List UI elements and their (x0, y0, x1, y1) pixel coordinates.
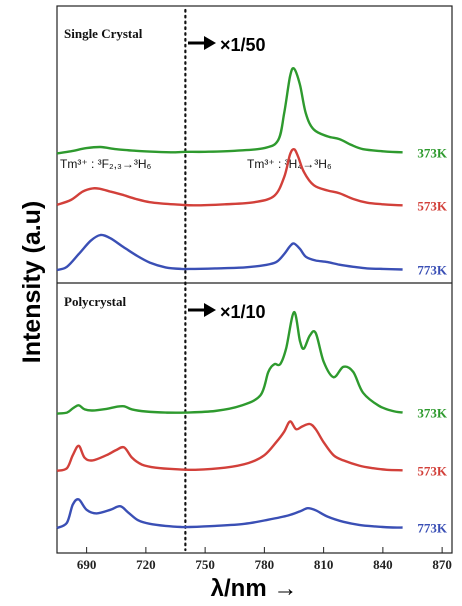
curves-polycrystal (56, 310, 403, 530)
panel-title-polycrystal: Polycrystal (64, 294, 126, 309)
x-tick-label: 690 (77, 557, 97, 572)
annotation-3F23-3H6: Tm³⁺ : ³F₂,₃→³H₆ (60, 157, 152, 171)
x-tick-label: 840 (373, 557, 393, 572)
scale-note-bottom: ×1/10 (220, 302, 266, 322)
series-label-573k: 573K (417, 198, 448, 213)
curves-single-crystal (56, 67, 403, 272)
series-labels-single-crystal: 373K 573K 773K (417, 145, 448, 277)
y-axis-title: Intensity (a.u) (18, 201, 46, 364)
series-line-373k (56, 310, 403, 415)
x-tick-label: 870 (432, 557, 452, 572)
series-label-373k: 373K (417, 145, 448, 160)
panel-title-single-crystal: Single Crystal (64, 26, 143, 41)
arrow-right-icon (204, 36, 216, 50)
x-tick-label: 750 (195, 557, 215, 572)
x-tick-label: 810 (314, 557, 334, 572)
annotation-3H4-3H6: Tm³⁺ : ³H₄→³H₆ (247, 157, 332, 171)
series-line-773k (56, 498, 403, 530)
arrow-right-icon (204, 303, 216, 317)
series-line-773k (56, 233, 403, 272)
scale-note-top: ×1/50 (220, 35, 266, 55)
series-label-573k: 573K (417, 463, 448, 478)
series-labels-polycrystal: 373K 573K 773K (417, 406, 448, 536)
x-axis-title: λ/nm → (211, 575, 298, 602)
scale-arrow-top (188, 36, 216, 50)
x-tick-label: 720 (136, 557, 156, 572)
plot-frame (56, 5, 453, 554)
x-tick-label: 780 (255, 557, 275, 572)
scale-arrow-bottom (188, 303, 216, 317)
series-label-773k: 773K (417, 521, 448, 536)
series-line-373k (56, 67, 403, 155)
x-axis-ticks: 690 720 750 780 810 840 870 (77, 547, 452, 572)
series-line-573k (56, 420, 403, 472)
series-line-573k (56, 147, 403, 207)
series-label-773k: 773K (417, 263, 448, 278)
series-label-373k: 373K (417, 406, 448, 421)
